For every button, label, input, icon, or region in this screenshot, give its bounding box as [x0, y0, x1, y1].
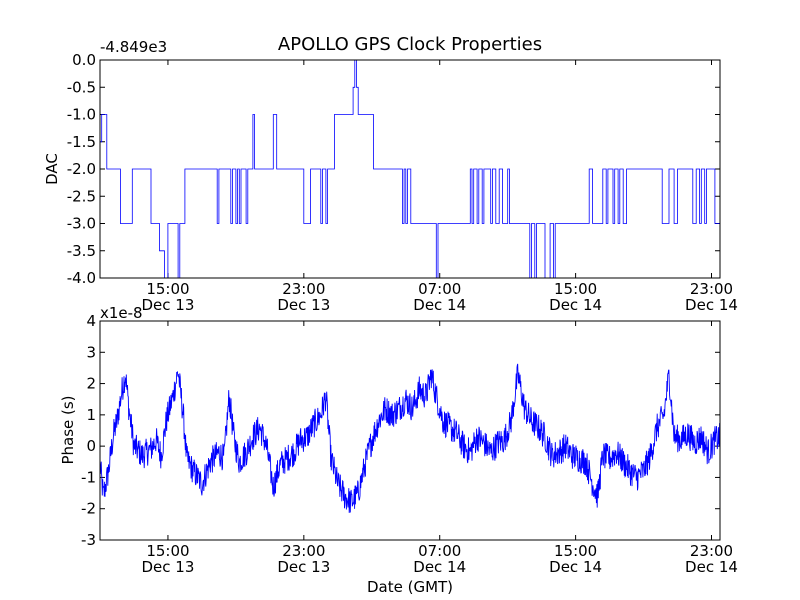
dac-offset-text: -4.849e3 — [100, 38, 167, 56]
xtick-label-time: 23:00 — [690, 280, 733, 298]
ytick-label: 3 — [86, 343, 96, 361]
ytick-label: 1 — [86, 406, 96, 424]
xtick-label-date: Dec 13 — [277, 296, 330, 314]
xtick-label-time: 07:00 — [418, 542, 461, 560]
xtick-label-time: 15:00 — [146, 280, 189, 298]
ytick-label: -2.5 — [67, 187, 96, 205]
ytick-label: -3.0 — [67, 215, 96, 233]
phase-line — [99, 363, 721, 513]
xtick-label-time: 23:00 — [282, 280, 325, 298]
ytick-label: 0.0 — [72, 51, 96, 69]
xtick-label-time: 23:00 — [282, 542, 325, 560]
xtick-label-date: Dec 14 — [549, 558, 602, 576]
xtick-label-date: Dec 13 — [141, 296, 194, 314]
xtick-label-time: 15:00 — [554, 542, 597, 560]
dac-line — [100, 59, 720, 279]
ytick-label: -1.0 — [67, 106, 96, 124]
xtick-label-time: 07:00 — [418, 280, 461, 298]
phase-axes-frame — [99, 320, 721, 541]
dac-ticks: 0.0 -0.5 -1.0 -1.5 -2.0 -2.5 -3.0 -3.5 -4.0 15:00… — [67, 51, 738, 314]
xtick-label-date: Dec 14 — [549, 296, 602, 314]
dac-series — [100, 59, 720, 279]
ytick-label: 2 — [86, 375, 96, 393]
ytick-label: -2 — [81, 500, 96, 518]
xtick-label-date: Dec 14 — [685, 558, 738, 576]
xtick-label-date: Dec 13 — [141, 558, 194, 576]
xtick-label-time: 23:00 — [690, 542, 733, 560]
ytick-label: -4.0 — [67, 269, 96, 287]
xtick-label-date: Dec 14 — [413, 558, 466, 576]
chart-title: APOLLO GPS Clock Properties — [278, 34, 542, 55]
xtick-label-date: Dec 14 — [413, 296, 466, 314]
dac-axes-frame — [99, 59, 721, 279]
ytick-label: -1.5 — [67, 133, 96, 151]
ytick-label: -0.5 — [67, 78, 96, 96]
xtick-label-time: 15:00 — [554, 280, 597, 298]
ytick-label: -3 — [81, 531, 96, 549]
phase-offset-text: x1e-8 — [100, 304, 143, 322]
ytick-label: -3.5 — [67, 242, 96, 260]
ytick-label: 4 — [86, 312, 96, 330]
dac-ylabel: DAC — [43, 153, 61, 185]
phase-ylabel: Phase (s) — [59, 395, 77, 464]
phase-panel: x1e-8 Phase (s) Date (GMT) 4 3 2 1 0 -1 -2 -3 15… — [59, 304, 738, 596]
phase-series — [99, 363, 721, 513]
phase-xlabel: Date (GMT) — [367, 578, 453, 596]
ytick-label: -1 — [81, 468, 96, 486]
ytick-label: 0 — [86, 437, 96, 455]
ytick-label: -2.0 — [67, 160, 96, 178]
xtick-label-time: 15:00 — [146, 542, 189, 560]
xtick-label-date: Dec 13 — [277, 558, 330, 576]
dac-panel: APOLLO GPS Clock Properties -4.849e3 DAC… — [43, 34, 738, 314]
xtick-label-date: Dec 14 — [685, 296, 738, 314]
